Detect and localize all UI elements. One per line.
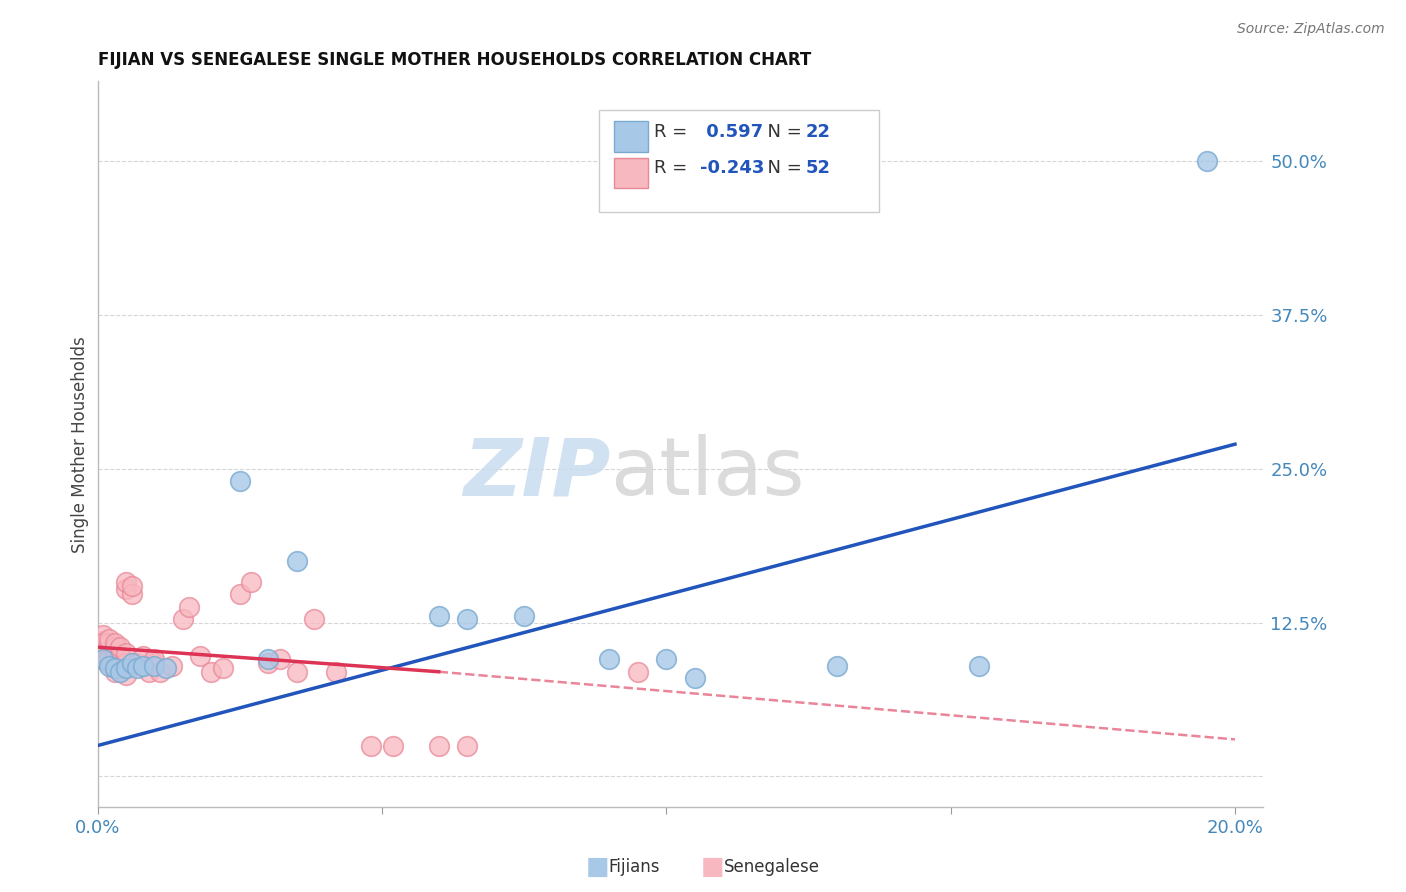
Point xyxy=(382,739,405,753)
Text: N =: N = xyxy=(756,160,808,178)
Text: -0.243: -0.243 xyxy=(700,160,765,178)
Text: ZIP: ZIP xyxy=(463,434,610,512)
Point xyxy=(115,668,138,682)
Point xyxy=(91,652,114,666)
Point xyxy=(257,656,280,670)
Point xyxy=(91,640,114,655)
Point xyxy=(1195,154,1218,169)
Text: R =: R = xyxy=(654,123,693,141)
Text: atlas: atlas xyxy=(610,434,804,512)
Point xyxy=(229,474,252,488)
Point xyxy=(121,587,143,601)
Text: FIJIAN VS SENEGALESE SINGLE MOTHER HOUSEHOLDS CORRELATION CHART: FIJIAN VS SENEGALESE SINGLE MOTHER HOUSE… xyxy=(97,51,811,69)
Point xyxy=(360,739,382,753)
Point xyxy=(160,658,183,673)
Text: 0.597: 0.597 xyxy=(700,123,763,141)
Point xyxy=(325,665,347,679)
Point xyxy=(97,636,120,650)
Text: Source: ZipAtlas.com: Source: ZipAtlas.com xyxy=(1237,22,1385,37)
FancyBboxPatch shape xyxy=(614,158,648,188)
Point xyxy=(172,612,194,626)
Text: 22: 22 xyxy=(806,123,830,141)
Point xyxy=(104,648,127,663)
Point xyxy=(138,665,160,679)
Point xyxy=(825,658,848,673)
Point xyxy=(598,652,620,666)
Point xyxy=(188,648,211,663)
Point xyxy=(683,671,706,685)
Point xyxy=(91,646,114,660)
Point xyxy=(115,646,138,660)
FancyBboxPatch shape xyxy=(614,121,648,152)
Point xyxy=(513,609,536,624)
Point xyxy=(143,656,166,670)
Point xyxy=(149,665,172,679)
Point xyxy=(104,636,127,650)
Point xyxy=(110,648,132,663)
Point xyxy=(121,656,143,670)
Point xyxy=(257,652,280,666)
Text: 52: 52 xyxy=(806,160,830,178)
Point xyxy=(110,656,132,670)
Point xyxy=(229,587,252,601)
Text: R =: R = xyxy=(654,160,693,178)
Point xyxy=(132,648,155,663)
Point xyxy=(240,574,263,589)
Point xyxy=(155,661,177,675)
Point xyxy=(427,739,450,753)
Point xyxy=(104,665,127,679)
Point xyxy=(115,582,138,597)
Point xyxy=(143,658,166,673)
Point xyxy=(456,739,478,753)
Point xyxy=(104,661,127,675)
Text: Fijians: Fijians xyxy=(609,858,661,876)
Point xyxy=(121,579,143,593)
Point xyxy=(285,554,308,568)
Point xyxy=(655,652,678,666)
Point xyxy=(211,661,233,675)
Point xyxy=(110,640,132,655)
Point xyxy=(91,634,114,648)
Point xyxy=(967,658,990,673)
Point xyxy=(104,646,127,660)
Point xyxy=(115,661,138,675)
Text: ■: ■ xyxy=(586,855,609,879)
FancyBboxPatch shape xyxy=(599,111,879,212)
Point xyxy=(127,661,149,675)
Point xyxy=(302,612,325,626)
Point xyxy=(285,665,308,679)
Point xyxy=(97,658,120,673)
Point xyxy=(110,665,132,679)
Point xyxy=(110,658,132,673)
Point xyxy=(91,636,114,650)
Point xyxy=(269,652,291,666)
Point xyxy=(104,640,127,655)
Point xyxy=(127,656,149,670)
Point xyxy=(97,656,120,670)
Y-axis label: Single Mother Households: Single Mother Households xyxy=(72,335,89,552)
Point xyxy=(456,612,478,626)
Point xyxy=(97,652,120,666)
Point xyxy=(132,658,155,673)
Point xyxy=(97,632,120,646)
Point xyxy=(427,609,450,624)
Point xyxy=(115,574,138,589)
Point xyxy=(143,652,166,666)
Point xyxy=(627,665,650,679)
Point xyxy=(177,599,200,614)
Text: Senegalese: Senegalese xyxy=(724,858,820,876)
Point xyxy=(115,656,138,670)
Point xyxy=(200,665,222,679)
Point xyxy=(97,648,120,663)
Point xyxy=(104,656,127,670)
Text: ■: ■ xyxy=(702,855,724,879)
Point xyxy=(91,652,114,666)
Text: N =: N = xyxy=(756,123,808,141)
Point xyxy=(91,628,114,642)
